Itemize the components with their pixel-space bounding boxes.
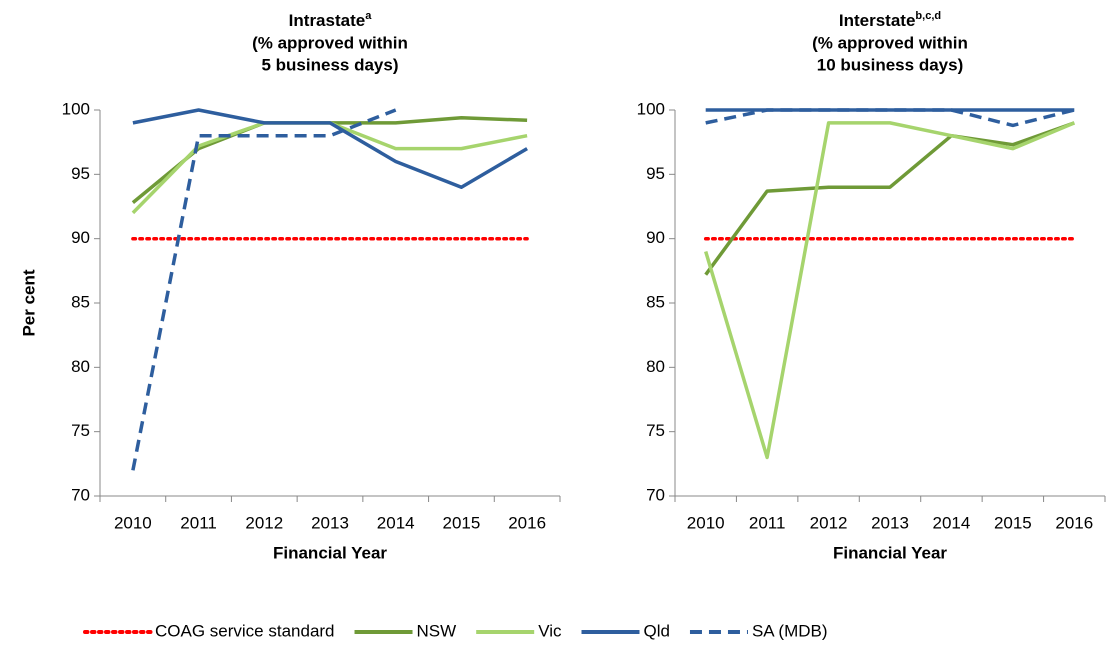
y-tick-label: 85 [71,292,90,311]
y-tick-label: 85 [646,292,665,311]
y-tick-label: 80 [71,357,90,376]
x-tick-label: 2016 [1055,513,1093,532]
y-tick-label: 95 [71,164,90,183]
x-tick-label: 2010 [687,513,725,532]
title-note: a [365,10,372,22]
title-text: Interstate [839,11,916,30]
y-tick-label: 90 [646,228,665,247]
x-tick-label: 2012 [810,513,848,532]
chart-subtitle: (% approved within [252,33,408,52]
series-line [131,108,397,471]
y-tick-label: 75 [71,421,90,440]
series-line [704,121,1075,460]
x-axis-label: Financial Year [273,543,387,562]
y-tick-label: 75 [646,421,665,440]
x-tick-label: 2014 [933,513,971,532]
title-text: Intrastate [289,11,366,30]
chart-subtitle: (% approved within [812,33,968,52]
x-tick-label: 2011 [749,513,786,532]
series-line [705,108,1075,128]
x-tick-label: 2013 [871,513,909,532]
y-tick-label: 80 [646,357,665,376]
y-tick-label: 70 [646,485,665,504]
x-tick-label: 2014 [377,513,415,532]
legend-label: Qld [644,621,670,640]
chart-subtitle: 5 business days) [261,55,398,74]
y-tick-label: 90 [71,228,90,247]
legend-label: COAG service standard [155,621,335,640]
x-tick-label: 2016 [508,513,546,532]
y-tick-label: 70 [71,485,90,504]
chart-title: Intrastatea [289,10,373,31]
legend-label: SA (MDB) [752,621,828,640]
title-note: b,c,d [915,10,941,22]
series-line [704,121,1075,276]
x-tick-label: 2010 [114,513,152,532]
x-tick-label: 2015 [994,513,1032,532]
legend-label: NSW [417,621,457,640]
chart-subtitle: 10 business days) [817,55,963,74]
x-tick-label: 2015 [443,513,481,532]
series-line [132,108,528,189]
x-axis-label: Financial Year [833,543,947,562]
x-tick-label: 2011 [180,513,217,532]
y-tick-label: 100 [637,99,665,118]
y-axis-label: Per cent [19,269,38,336]
y-tick-label: 100 [62,99,90,118]
y-tick-label: 95 [646,164,665,183]
x-tick-label: 2013 [311,513,349,532]
x-tick-label: 2012 [245,513,283,532]
legend-label: Vic [538,621,562,640]
chart-title: Interstateb,c,d [839,10,941,31]
